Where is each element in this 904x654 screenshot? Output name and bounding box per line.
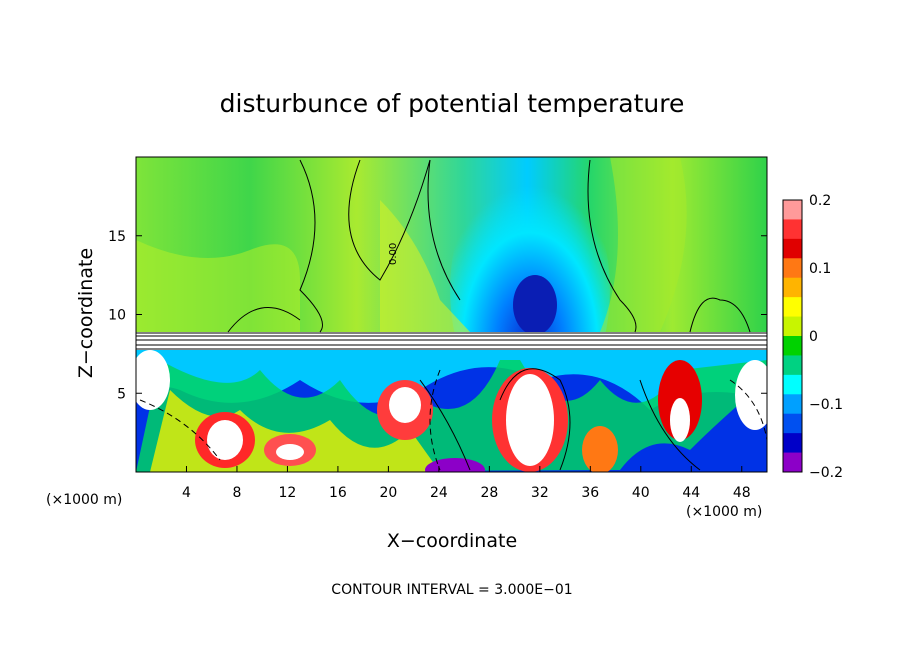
contour-interval-note: CONTOUR INTERVAL = 3.000E−01 [331, 582, 572, 598]
x-tick-label: 24 [430, 485, 448, 501]
inversion-lines [136, 332, 767, 350]
colorbar-swatch [783, 394, 802, 415]
inversion-layer [136, 332, 767, 350]
green-lobe-right [600, 157, 687, 332]
colorbar-swatch [783, 374, 802, 395]
colorbar-tick-label: 0.1 [809, 261, 831, 277]
x-tick-label: 44 [682, 485, 700, 501]
plot-area [136, 157, 767, 472]
x-tick-label: 8 [232, 485, 241, 501]
colorbar-swatch [783, 413, 802, 434]
colorbar-swatch [783, 258, 802, 279]
yellow-band-mid [380, 200, 470, 332]
y-tick-label: 5 [117, 386, 126, 402]
contour-lines [227, 159, 751, 471]
colorbar-swatch [783, 297, 802, 318]
x-axis: 4 8 12 16 20 24 28 32 36 40 44 48 [182, 466, 751, 501]
x-tick-label: 32 [531, 485, 549, 501]
y-tick-label: 10 [108, 308, 126, 324]
x-tick-label: 28 [480, 485, 498, 501]
colorbar-frame [782, 199, 803, 473]
x-unit-left: (×1000 m) [46, 492, 122, 508]
colorbar-tick-label: −0.2 [809, 465, 843, 481]
y-tick-label: 15 [108, 229, 126, 245]
x-tick-label: 20 [379, 485, 397, 501]
x-tick-label: 48 [733, 485, 751, 501]
colorbar-swatch [783, 336, 802, 356]
y-axis-title: Z−coordinate [75, 248, 97, 378]
cold-core [513, 275, 557, 335]
colorbar-tick-label: −0.1 [809, 397, 843, 413]
x-axis-title: X−coordinate [387, 530, 517, 552]
colorbar-swatch [783, 238, 802, 259]
colorbar [782, 199, 803, 473]
x-tick-label: 36 [581, 485, 599, 501]
y-axis: 5 10 15 [108, 229, 767, 402]
chart-title: disturbunce of potential temperature [220, 89, 685, 118]
warm-cells [136, 350, 767, 472]
x-tick-label: 40 [632, 485, 650, 501]
negative-contours [139, 369, 767, 471]
cyan-region [136, 350, 767, 410]
colorbar-labels: 0.2 0.1 0 −0.1 −0.2 [809, 193, 843, 481]
colorbar-swatch [783, 219, 802, 240]
colorbar-swatch [783, 355, 802, 376]
colorbar-swatch [783, 277, 802, 298]
x-tick-label: 16 [329, 485, 347, 501]
colorbar-swatch [783, 433, 802, 454]
colorbar-swatch [783, 316, 802, 337]
contour-value-label: 0.00 [388, 243, 399, 265]
colorbar-swatch [783, 452, 802, 473]
x-tick-label: 12 [279, 485, 297, 501]
x-tick-label: 4 [182, 485, 191, 501]
x-unit-right: (×1000 m) [686, 504, 762, 520]
colorbar-tick-label: 0 [809, 329, 818, 345]
colorbar-tick-label: 0.2 [809, 193, 831, 209]
colorbar-swatch [783, 200, 802, 220]
